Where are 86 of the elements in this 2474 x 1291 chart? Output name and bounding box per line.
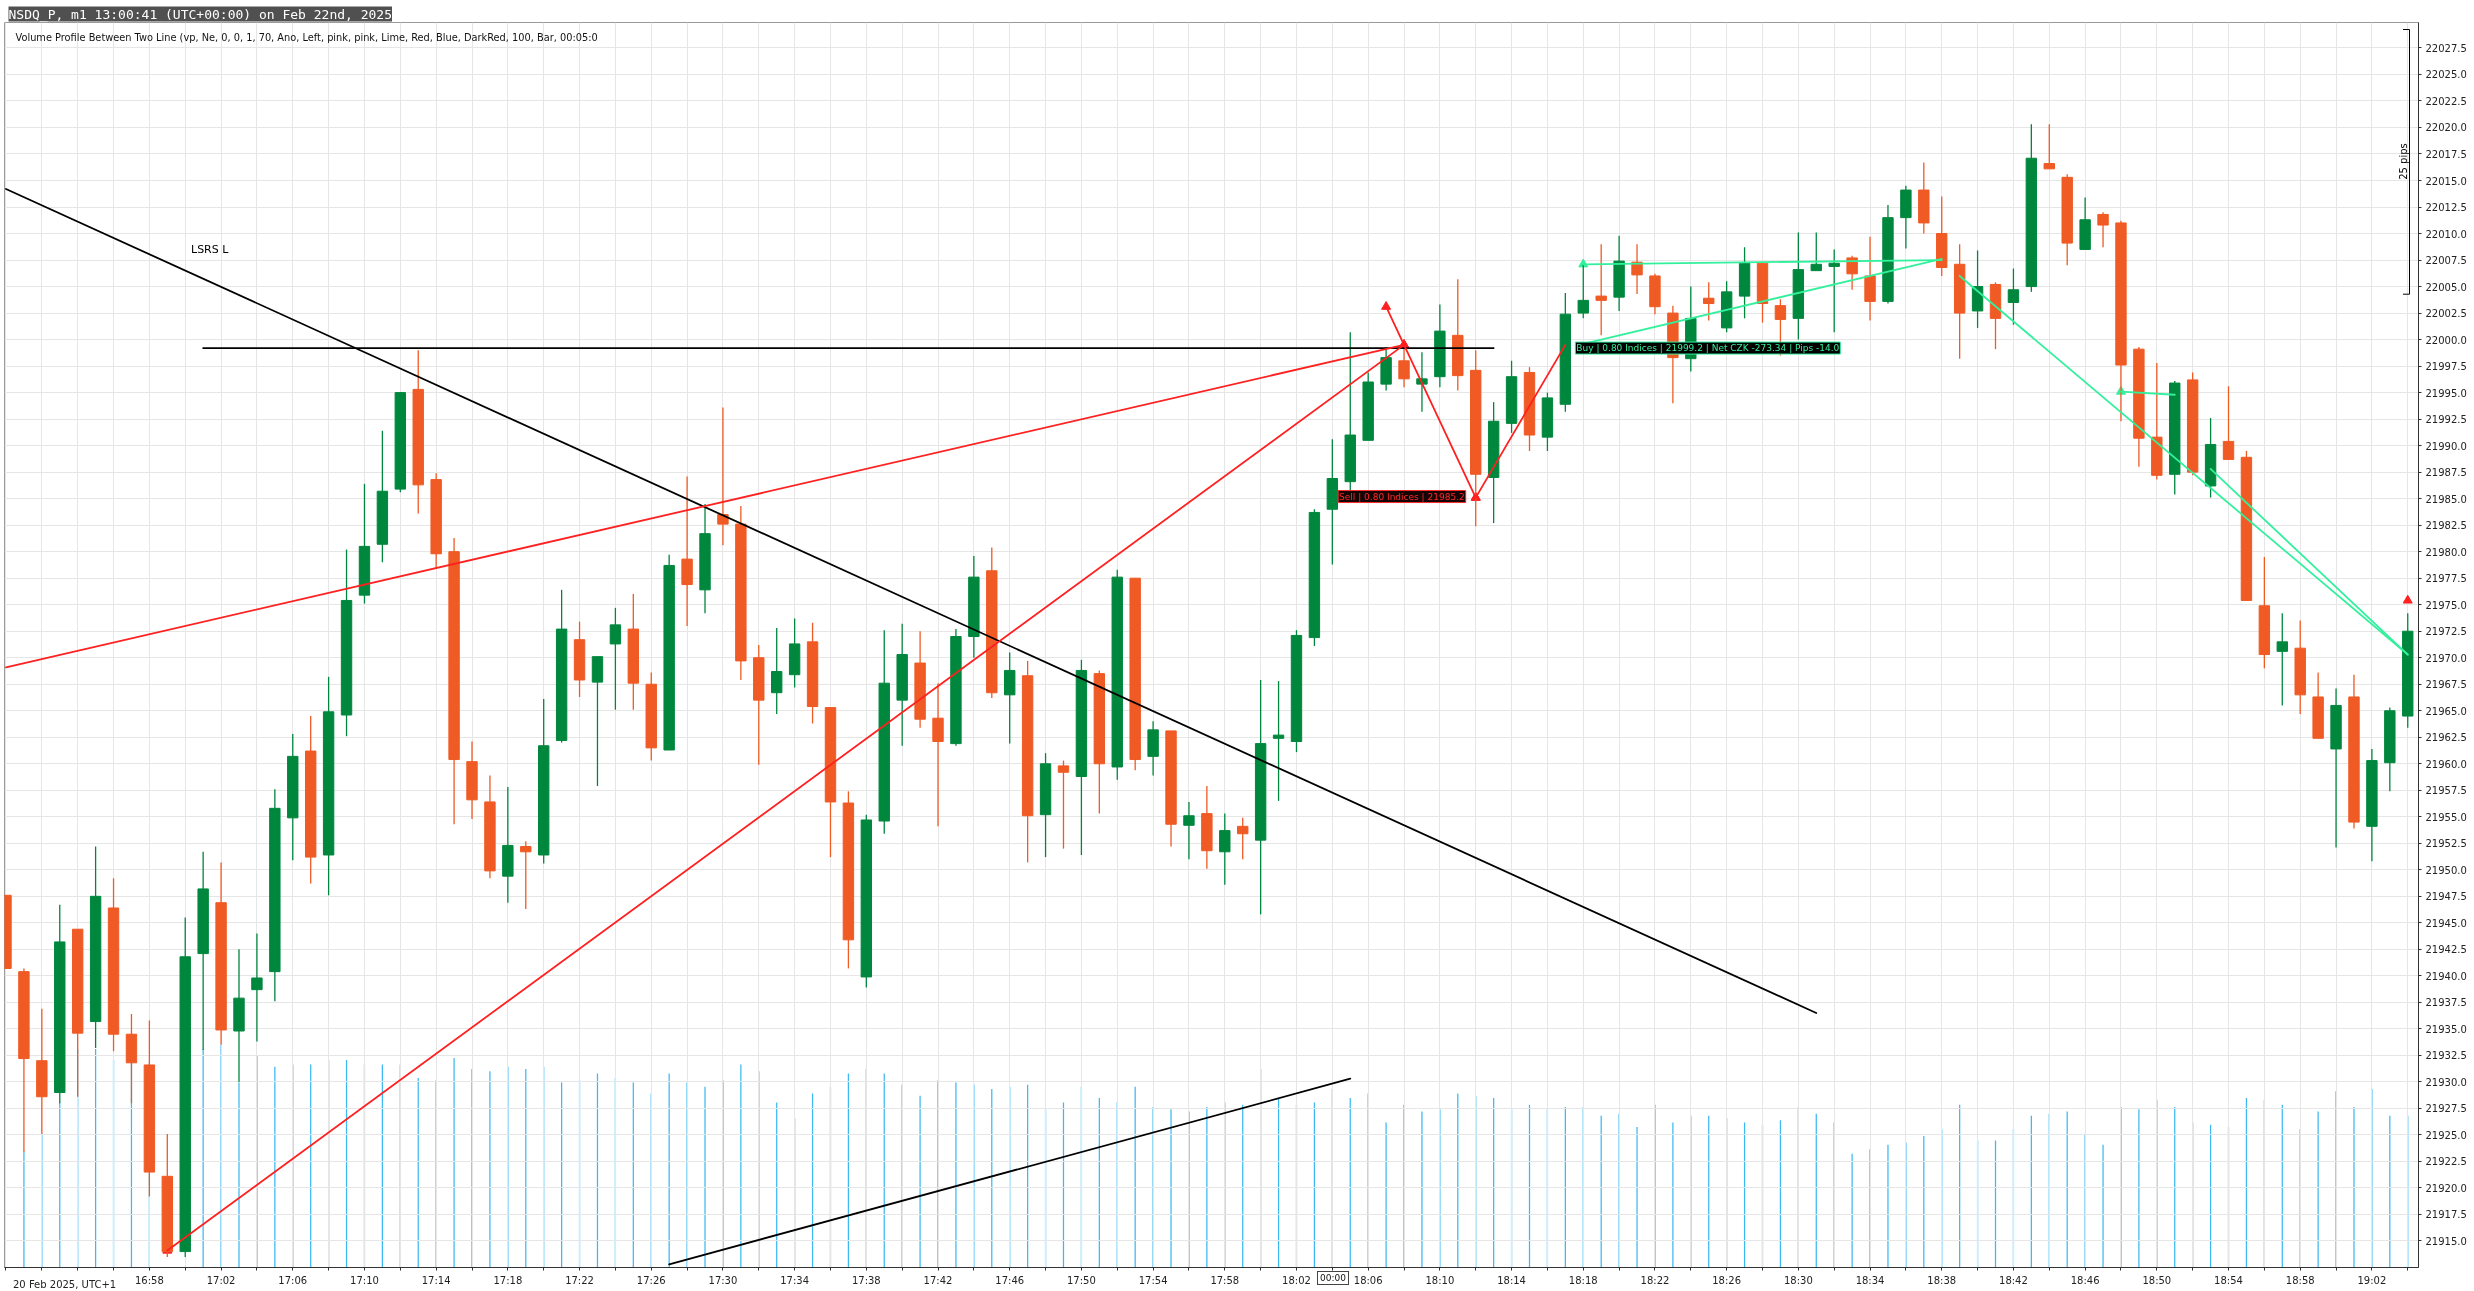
y-tick-label: 21967.5 — [2425, 679, 2467, 691]
chart-title: NSDQ_P, m1 13:00:41 (UTC+00:00) on Feb 22nd, 2025 — [8, 6, 393, 22]
x-tick-label: 17:18 — [493, 1274, 523, 1286]
x-tick-label: 18:10 — [1425, 1274, 1455, 1286]
y-tick-label: 21922.5 — [2425, 1156, 2467, 1168]
x-tick-label: 17:26 — [636, 1274, 666, 1286]
y-tick-label: 21920.0 — [2425, 1182, 2467, 1194]
x-tick-label: 18:54 — [2214, 1274, 2243, 1286]
y-tick-label: 21977.5 — [2425, 573, 2467, 585]
y-tick-label: 21952.5 — [2425, 838, 2467, 850]
x-tick-label: 17:34 — [780, 1274, 810, 1286]
x-tick-label: 18:50 — [2142, 1274, 2172, 1286]
x-tick-label: 18:22 — [1640, 1274, 1670, 1286]
y-tick-label: 21997.5 — [2425, 361, 2467, 373]
x-tick-label: 18:18 — [1568, 1274, 1598, 1286]
x-tick-label: 17:46 — [995, 1274, 1025, 1286]
x-tick-label: 19:02 — [2357, 1274, 2387, 1286]
text: 00:00 — [1320, 1272, 1346, 1284]
x-tick-label: 17:14 — [421, 1274, 451, 1286]
x-tick-label: 18:38 — [1927, 1274, 1957, 1286]
y-tick-label: 21995.0 — [2425, 387, 2467, 399]
y-tick-label: 22002.5 — [2425, 308, 2467, 320]
x-tick-label: 18:30 — [1783, 1274, 1813, 1286]
x-tick-label: 18:02 — [1282, 1274, 1311, 1286]
y-tick-label: 22015.0 — [2425, 175, 2467, 187]
y-tick-label: 22005.0 — [2425, 281, 2467, 293]
y-tick-label: 21980.0 — [2425, 546, 2467, 558]
x-tick-label: 17:22 — [565, 1274, 594, 1286]
y-tick-label: 21947.5 — [2425, 891, 2467, 903]
y-tick-label: 22010.0 — [2425, 228, 2467, 240]
y-tick-label: 21927.5 — [2425, 1103, 2467, 1115]
x-tick-label: 18:46 — [2070, 1274, 2100, 1286]
y-tick-label: 21925.0 — [2425, 1129, 2467, 1141]
x-tick-label: 18:34 — [1855, 1274, 1885, 1286]
x-tick-label: 16:58 — [134, 1274, 164, 1286]
y-tick-label: 21940.0 — [2425, 970, 2467, 982]
y-tick-label: 22017.5 — [2425, 149, 2467, 160]
y-tick-label: 21937.5 — [2425, 997, 2467, 1009]
text: 20 Feb 2025, UTC+1 — [13, 1278, 117, 1291]
y-tick-label: 21965.0 — [2425, 705, 2467, 717]
x-tick-label: 18:14 — [1497, 1274, 1526, 1286]
y-tick-label: 21970.0 — [2425, 652, 2467, 664]
x-tick-label: 17:30 — [708, 1274, 738, 1286]
y-tick-label: 21957.5 — [2425, 785, 2467, 797]
y-tick-label: 21930.0 — [2425, 1076, 2467, 1088]
text: Volume Profile Between Two Line (vp, Ne, 0, 0, 1, 70, Ano, Left, pink, pink, Lime, Red, Blue, DarkRed, 100, Bar, 00:05:0 — [15, 32, 598, 43]
x-tick-label: 18:42 — [1999, 1274, 2028, 1286]
annotation: Sell | 0.80 Indices | 21985.2 — [1339, 491, 1465, 502]
y-tick-label: 21972.5 — [2425, 626, 2467, 638]
x-tick-label: 17:58 — [1210, 1274, 1240, 1286]
annotation: Buy | 0.80 Indices | 21999.2 | Net CZK -273.34 | Pips -14.0 — [1576, 343, 1840, 354]
y-tick-label: 21982.5 — [2425, 520, 2467, 532]
x-tick-label: 17:10 — [350, 1274, 379, 1286]
y-tick-label: 21962.5 — [2425, 732, 2467, 744]
x-tick-label: 17:42 — [923, 1274, 953, 1286]
x-tick-label: 18:06 — [1353, 1274, 1383, 1286]
y-tick-label: 21960.0 — [2425, 758, 2467, 770]
y-tick-label: 22000.0 — [2425, 334, 2467, 346]
y-tick-label: 21917.5 — [2425, 1209, 2467, 1221]
x-tick-label: 17:54 — [1138, 1274, 1168, 1286]
y-tick-label: 21942.5 — [2425, 944, 2467, 956]
y-tick-label: 21955.0 — [2425, 811, 2467, 823]
y-tick-label: 22025.0 — [2425, 69, 2467, 81]
y-tick-label: 21935.0 — [2425, 1023, 2467, 1035]
y-tick-label: 21987.5 — [2425, 467, 2467, 479]
y-tick-label: 22007.5 — [2425, 255, 2467, 267]
x-tick-label: 18:26 — [1712, 1274, 1742, 1286]
y-tick-label: 21985.0 — [2425, 493, 2467, 505]
y-tick-label: 22020.0 — [2425, 122, 2467, 134]
y-tick-label: 21990.0 — [2425, 440, 2467, 452]
x-tick-label: 17:50 — [1067, 1274, 1096, 1286]
annotation: LSRS L — [191, 242, 230, 256]
y-tick-label: 21945.0 — [2425, 917, 2467, 929]
x-tick-label: 17:06 — [278, 1274, 308, 1286]
y-tick-label: 21975.0 — [2425, 599, 2467, 611]
x-tick-label: 17:38 — [851, 1274, 881, 1286]
y-tick-label: 21932.5 — [2425, 1050, 2467, 1062]
y-tick-label: 22022.5 — [2425, 95, 2467, 107]
x-tick-label: 17:02 — [206, 1274, 236, 1286]
y-tick-label: 21992.5 — [2425, 414, 2467, 426]
y-tick-label: 21950.0 — [2425, 864, 2467, 876]
x-tick-label: 18:58 — [2285, 1274, 2315, 1286]
y-tick-label: 22012.5 — [2425, 202, 2467, 214]
y-tick-label: 22027.5 — [2425, 42, 2467, 54]
y-tick-label: 21915.0 — [2425, 1235, 2467, 1247]
annotation: 25 pips — [2398, 143, 2409, 180]
